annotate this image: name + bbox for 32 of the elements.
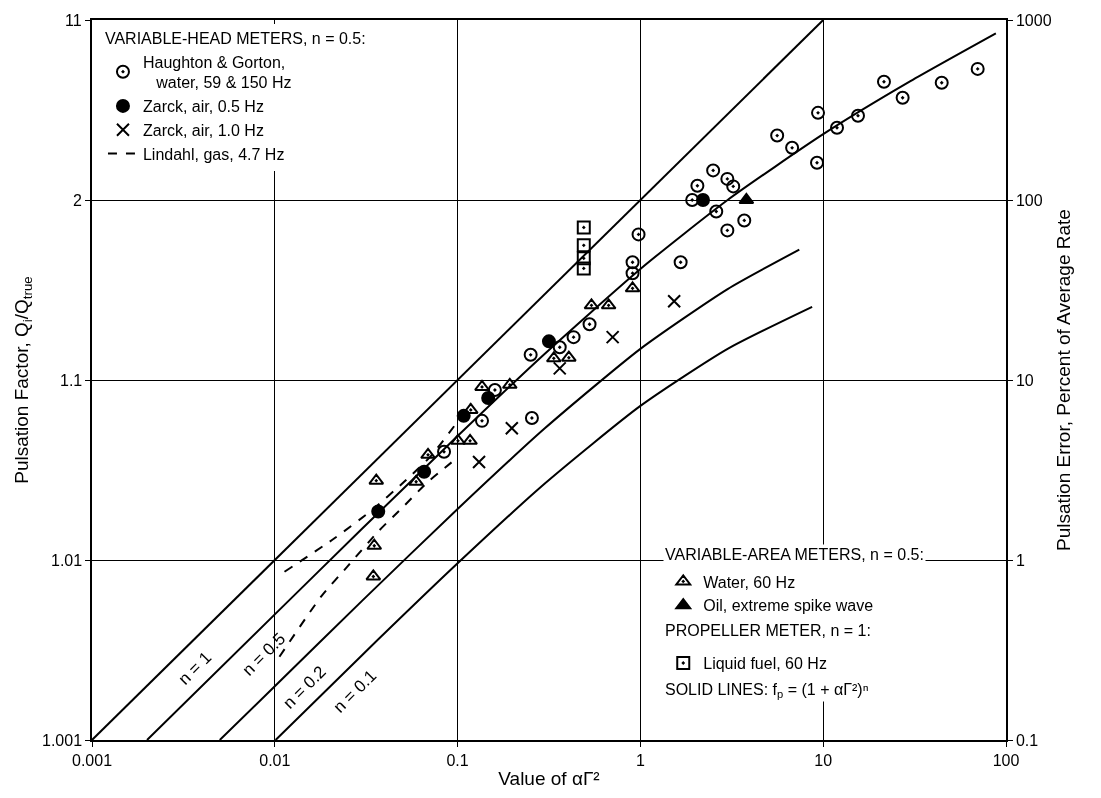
y-tick-label: 1 (1015, 551, 1025, 569)
y-tick-label: 100 (1015, 191, 1043, 209)
legend-label: Lindahl, gas, 4.7 Hz (142, 145, 285, 163)
y-tick-label: 1000 (1015, 11, 1052, 29)
y-tick-label: 0.1 (1015, 731, 1039, 749)
x-tick-label: 100 (992, 751, 1020, 769)
text: 1.001 (42, 732, 83, 749)
legend-label: Oil, extreme spike wave (703, 597, 874, 615)
annotation: PROPELLER METER, n = 1: (665, 622, 871, 639)
legend-label: Zarck, air, 1.0 Hz (142, 121, 264, 139)
x-axis-title: Value of αΓ² (498, 768, 600, 790)
y-axis-title: Pulsation Error, Percent of Average Rate (1052, 209, 1074, 551)
text: 1.01 (51, 552, 83, 569)
legend-label: Liquid fuel, 60 Hz (703, 655, 827, 673)
y-tick-label: 10 (1015, 371, 1034, 389)
legend-label: Haughton & Gorton, water, 59 & 150 Hz (142, 53, 292, 92)
text: 11 (65, 12, 82, 29)
x-tick-label: 0.1 (446, 751, 469, 769)
annotation: SOLID LINES: f$_{p}$ = (1 + αΓ²)ⁿ (665, 681, 869, 701)
x-tick-label: 0.01 (259, 751, 291, 769)
x-tick-label: 10 (814, 751, 833, 769)
text: n = 0.1 (329, 666, 381, 717)
annotation: VARIABLE-AREA METERS, n = 0.5: (665, 546, 924, 563)
text: n = 1 (174, 647, 216, 689)
legend-title: VARIABLE-HEAD METERS, n = 0.5: (104, 30, 366, 48)
text: 1.1 (60, 372, 83, 389)
text: 2 (73, 192, 82, 209)
legend-label: Zarck, air, 0.5 Hz (142, 98, 264, 116)
x-tick-label: 0.001 (71, 751, 113, 769)
legend-label: Water, 60 Hz (703, 573, 796, 591)
x-tick-label: 1 (635, 751, 645, 769)
text: n = 0.2 (279, 662, 330, 713)
